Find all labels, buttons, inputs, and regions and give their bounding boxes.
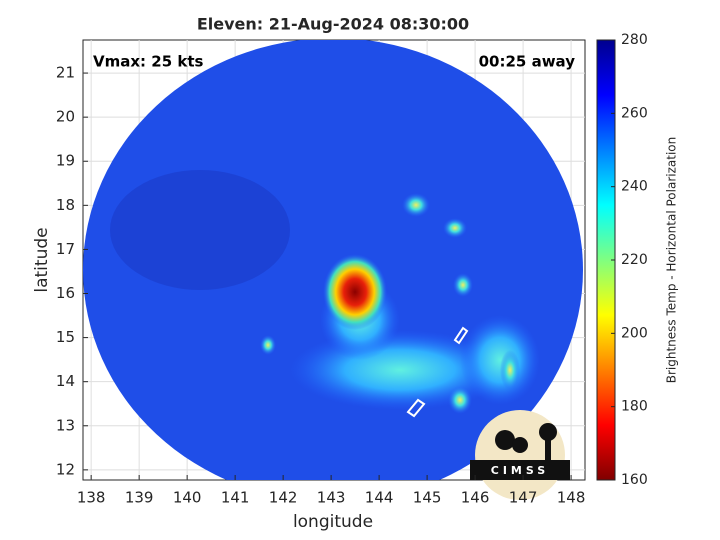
y-tick-label: 16 [56, 284, 75, 302]
convection [500, 350, 520, 390]
x-tick-label: 140 [173, 489, 202, 507]
annotation: Vmax: 25 kts [93, 53, 203, 71]
x-tick-label: 141 [221, 489, 250, 507]
chart-title: Eleven: 21-Aug-2024 08:30:00 [197, 15, 469, 34]
x-tick-label: 142 [269, 489, 298, 507]
convection [443, 218, 467, 238]
x-tick-label: 139 [125, 489, 154, 507]
y-axis-label: latitude [32, 227, 52, 292]
y-tick-label: 17 [56, 240, 75, 258]
logo: CIMSS [470, 410, 570, 500]
x-tick-label: 138 [77, 489, 106, 507]
colorbar-tick-label: 240 [621, 179, 648, 195]
x-tick-label: 148 [557, 489, 586, 507]
colorbar-tick-label: 180 [621, 399, 648, 415]
swath [83, 40, 583, 480]
y-tick-label: 21 [56, 64, 75, 82]
convection [448, 386, 472, 414]
track-marker [406, 326, 469, 418]
x-tick-label: 145 [413, 489, 442, 507]
convection [402, 193, 430, 217]
y-tick-label: 12 [56, 460, 75, 478]
y-tick-label: 19 [56, 152, 75, 170]
rain-band [460, 315, 540, 405]
convection-core [323, 254, 387, 330]
colorbar-tick-label: 200 [621, 325, 648, 341]
x-tick-label: 144 [365, 489, 394, 507]
convection [453, 273, 473, 297]
colorbar-tick-label: 260 [621, 105, 648, 121]
y-tick-label: 14 [56, 372, 75, 390]
colorbar-label: Brightness Temp - Horizontal Polarizatio… [665, 137, 679, 384]
y-tick-label: 20 [56, 108, 75, 126]
x-tick-label: 147 [509, 489, 538, 507]
y-tick-label: 15 [56, 328, 75, 346]
annotation: 00:25 away [479, 53, 576, 71]
logo-text: CIMSS [491, 464, 549, 477]
convection [260, 335, 276, 355]
colorbar-tick-label: 160 [621, 472, 648, 488]
y-tick-label: 13 [56, 416, 75, 434]
x-tick-label: 146 [461, 489, 490, 507]
x-axis-label: longitude [293, 512, 373, 532]
colorbar-tick-label: 220 [621, 252, 648, 268]
y-tick-label: 18 [56, 196, 75, 214]
cold-region [110, 170, 290, 290]
colorbar-tick-label: 280 [621, 32, 648, 48]
x-tick-label: 143 [317, 489, 346, 507]
